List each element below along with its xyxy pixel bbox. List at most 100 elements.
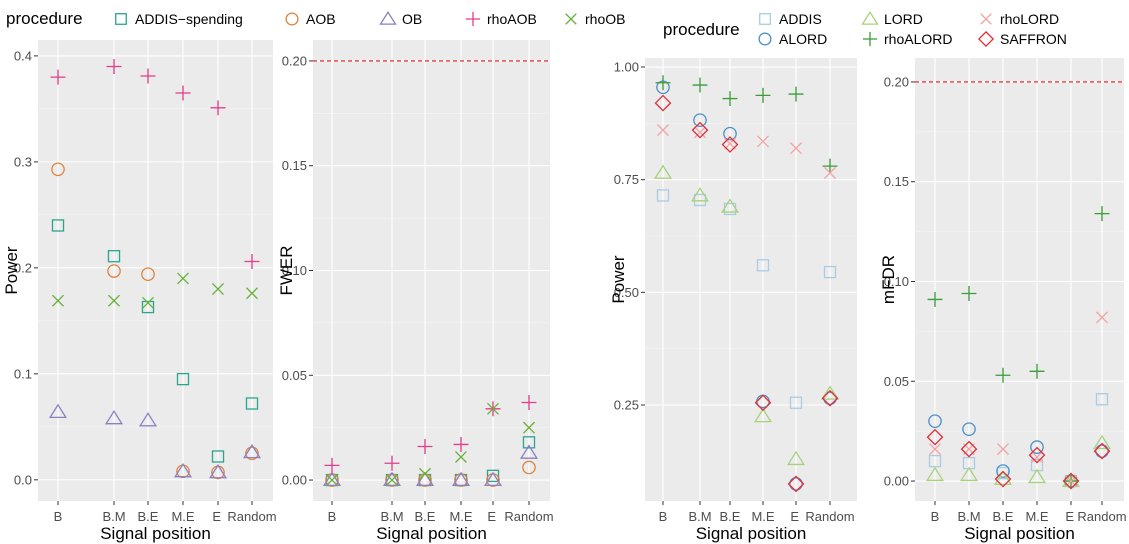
series-rhoalord [927, 206, 1110, 489]
y-axis-title: Power [2, 246, 21, 295]
y-tick-label: 0.15 [282, 158, 307, 173]
point-ob-b [48, 403, 68, 418]
point-saffron-random [1093, 442, 1111, 460]
legend_right-label-alord: ALORD [779, 31, 827, 47]
point-lord-b [925, 466, 945, 482]
x-tick-label-random: Random [805, 509, 854, 524]
x-tick-label-b-e: B.E [993, 509, 1014, 524]
series-rhoaob [50, 59, 260, 269]
point-rhoalord-b-m [692, 77, 708, 93]
x-tick-label-b: B [54, 509, 63, 524]
legend_left-item-addis-spending: ADDIS−spending [115, 11, 243, 27]
legend_right-title: procedure [663, 20, 740, 39]
y-tick-label: 0.15 [884, 174, 909, 189]
series-ob [48, 403, 262, 479]
x-tick-label-b-e: B.E [138, 509, 159, 524]
point-addis-spending-m-e [176, 372, 190, 386]
y-tick-label: 0.00 [884, 474, 909, 489]
x-tick-label-b: B [931, 509, 940, 524]
y-tick-label: 0.10 [884, 274, 909, 289]
y-axis-title: Power [609, 255, 628, 304]
point-rhoob-b-m [108, 294, 120, 307]
y-tick-label: 0.00 [282, 473, 307, 488]
series-addis-spending [325, 436, 536, 487]
point-rholord-m-e [757, 135, 769, 148]
y-tick-label: 0.0 [14, 472, 32, 487]
point-saffron-b [926, 428, 944, 446]
point-addis-b [928, 454, 942, 468]
point-rhoaob-b [324, 457, 340, 473]
x-tick-label-b-m: B.M [380, 509, 403, 524]
point-alord-random [823, 391, 837, 406]
legend_left-background [0, 0, 548, 36]
point-addis-spending-random [245, 397, 259, 410]
y-axis-title: mFDR [879, 255, 898, 304]
series-lord [653, 164, 840, 466]
x-tick-label-m-e: M.E [171, 509, 194, 524]
x-tick-label-m-e: M.E [751, 509, 774, 524]
point-lord-b-m [690, 187, 710, 202]
point-alord-b-e [996, 464, 1010, 478]
series-rhoaob [324, 395, 537, 473]
point-alord-random [1095, 444, 1109, 458]
point-lord-b-m [959, 466, 979, 482]
y-tick-label: 0.1 [14, 366, 32, 381]
y-tick-label: 0.25 [614, 398, 639, 413]
legend_right-label-saffron: SAFFRON [1000, 31, 1067, 47]
point-saffron-b-e [721, 136, 739, 153]
point-rholord-b-m [694, 126, 706, 139]
point-addis-m-e [756, 259, 770, 272]
point-rhoaob-e [210, 100, 226, 116]
point-ob-b [322, 471, 342, 487]
point-rhoob-m-e [177, 272, 189, 285]
point-addis-e [789, 396, 803, 409]
point-rholord-b-e [997, 443, 1009, 456]
point-addis-spending-b-e [141, 300, 155, 314]
y-tick-label: 1.00 [614, 60, 639, 75]
point-ob-b-e [138, 412, 158, 427]
point-rhoalord-b [655, 75, 671, 91]
legend_left-key-aob [285, 12, 299, 26]
point-addis-spending-e [211, 450, 225, 463]
point-rhoaob-m-e [453, 436, 469, 452]
point-rhoob-random [523, 421, 535, 434]
point-aob-b-m [107, 264, 121, 278]
x-tick-label-m-e: M.E [449, 509, 472, 524]
point-rholord-m-e [1031, 451, 1043, 464]
legend_right-key-addis [759, 13, 771, 25]
point-alord-b-m [962, 422, 976, 436]
x-tick-label-m-e: M.E [1025, 509, 1048, 524]
legend_right-item-rholord: rhoLORD [980, 11, 1059, 27]
point-lord-random [820, 385, 840, 400]
point-rhoaob-m-e [175, 85, 191, 101]
point-alord-b-e [723, 126, 737, 141]
series-ob [322, 444, 539, 487]
point-saffron-e [787, 475, 805, 493]
panel-mfdr-lord: 0.00 0.05 0.10 0.15 0.20 B B.M B.E M.E E RandomSig… [879, 58, 1127, 543]
point-saffron-b-m [691, 121, 709, 139]
point-saffron-b-m [960, 440, 978, 458]
legend_right-key-rholord [980, 13, 992, 25]
point-lord-b-e [993, 470, 1013, 486]
point-rhoob-e [212, 283, 224, 296]
point-rhoalord-b [927, 291, 943, 307]
point-rhoaob-b-e [417, 439, 433, 454]
x-tick-label-b-m: B.M [102, 509, 125, 524]
point-ob-b-e [415, 471, 435, 487]
point-rhoob-b [326, 474, 338, 487]
legend_left-label-rhoob: rhoOB [585, 11, 625, 27]
point-rhoalord-m-e [1029, 363, 1045, 379]
point-rhoaob-random [244, 254, 260, 269]
x-tick-label-b-m: B.M [957, 509, 980, 524]
point-aob-random [245, 446, 259, 461]
point-ob-e [208, 464, 228, 479]
legend_right-item-lord: LORD [861, 10, 923, 27]
y-axis-title: FWER [277, 245, 296, 295]
plot-background [645, 58, 857, 501]
legend-right: procedure ADDIS ALORD LORD rhoALORD rhoLORD SA… [655, 0, 1067, 56]
point-rhoaob-random [521, 395, 537, 410]
legend_right-background [655, 0, 1057, 56]
legend_right-label-rholord: rhoLORD [1000, 11, 1059, 27]
x-tick-label-e: E [790, 509, 799, 524]
series-aob [51, 162, 259, 480]
